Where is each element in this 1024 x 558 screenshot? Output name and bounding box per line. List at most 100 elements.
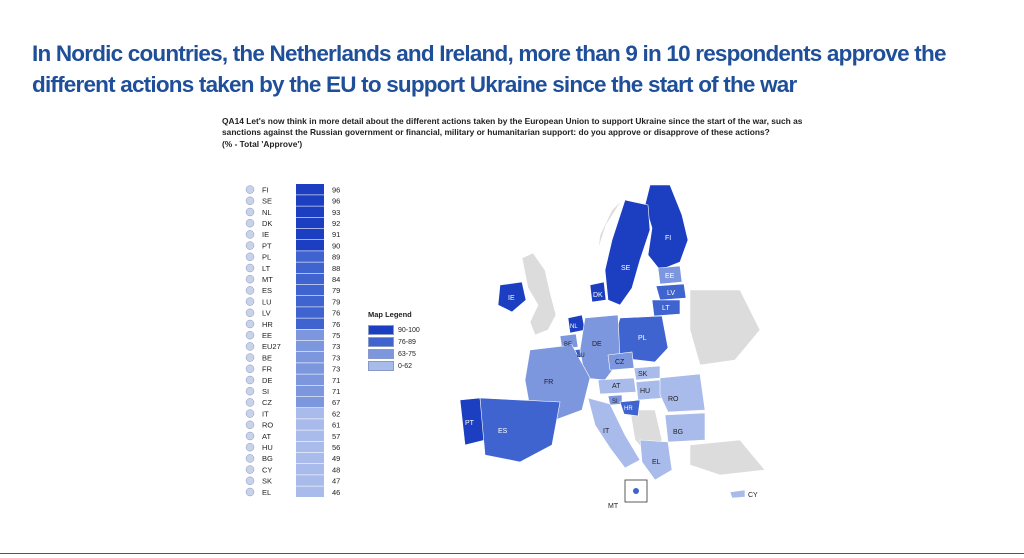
legend-swatch [368,337,394,347]
question-body: QA14 Let's now think in more detail abou… [222,116,803,138]
map-CY [729,489,746,499]
country-label: PT [262,241,272,250]
legend-swatch [368,349,394,359]
flag-icon [245,308,255,318]
map-label: DE [592,341,602,348]
value-label: 91 [332,230,340,239]
country-label: EE [262,331,272,340]
bar [296,352,324,363]
bar [296,318,324,329]
value-label: 79 [332,297,340,306]
value-label: 76 [332,320,340,329]
legend-title: Map Legend [368,310,412,319]
map-label: ES [498,428,508,435]
map-BE [559,333,579,350]
flag-icon [245,375,255,385]
legend-label: 63-75 [398,350,416,358]
flag-icon [245,330,255,340]
country-label: ES [262,286,272,295]
country-label: MT [262,275,273,284]
value-label: 73 [332,353,340,362]
bar [296,396,324,408]
value-label: 67 [332,398,340,407]
map-SE [604,199,651,306]
bar [296,217,324,229]
value-label: 84 [332,275,340,284]
flag-icon [245,431,255,441]
flag-icon [245,364,255,374]
flag-icon [245,274,255,284]
map-legend: Map Legend 90-100 76-89 63-75 0-62 [368,310,420,372]
map-label: SK [638,371,648,378]
map-label: SI [612,399,618,405]
bar [296,307,324,318]
bar [296,441,324,453]
country-label: LV [262,309,271,318]
legend-row: 76-89 [368,336,420,348]
flag-icon [245,297,255,306]
map-IE [497,281,527,313]
bar [296,340,324,352]
europe-map: FI SE EE LV LT IE DK PL NL BE LU DE CZ S… [459,184,766,510]
bar [296,419,324,430]
map-label: HR [624,406,633,412]
flag-icon [245,476,255,486]
country-label: LT [262,264,271,273]
value-label: 88 [332,264,340,273]
map-uk [521,252,557,336]
bar [296,486,324,497]
map-label: BE [564,342,572,348]
map-label: NL [570,324,578,330]
flag-icon [245,241,255,250]
value-label: 89 [332,253,340,262]
value-label: 76 [332,309,340,318]
map-ES [479,397,561,463]
flag-icon [245,196,255,206]
country-label: IE [262,230,269,239]
map-label: HU [640,388,650,395]
map-label: EE [665,273,675,280]
bar [296,184,324,195]
map-east [689,289,761,366]
flag-icon [245,207,255,217]
country-label: EL [262,488,271,497]
country-label: CZ [262,398,272,407]
map-label: FI [665,235,671,242]
map-turkey [689,439,766,476]
value-label: 73 [332,365,340,374]
bar [296,273,324,285]
map-label: LU [577,353,585,359]
legend-label: 76-89 [398,338,416,346]
country-label: AT [262,432,271,441]
map-label: LV [667,290,675,297]
map-label: RO [668,396,679,403]
map-LV [655,283,687,301]
approval-bar-chart: FI 96 SE 96 NL 93 DK 92 IE 91 PT 90 PL 89 LT 88 MT 84 ES 79… [245,184,340,497]
map-label: SE [621,265,631,272]
map-RO [659,373,706,413]
bar [296,329,324,341]
flag-icon [245,218,255,228]
country-label: EU27 [262,342,281,351]
bar [296,385,324,397]
bar [296,262,324,273]
map-HR [619,399,641,417]
legend-swatch [368,361,394,371]
map-DK [589,281,607,303]
flag-icon [245,230,255,239]
value-label: 47 [332,477,340,486]
value-label: 79 [332,286,340,295]
flag-icon [245,398,255,407]
value-label: 46 [332,488,340,497]
map-label: PT [465,420,475,427]
footer-divider [0,553,1024,554]
flag-icon [245,487,255,497]
country-label: RO [262,421,273,430]
country-label: SI [262,387,269,396]
bar [296,464,324,475]
flag-icon [245,342,255,351]
legend-row: 63-75 [368,348,420,360]
bar [296,206,324,217]
map-EL [639,439,673,481]
map-label: BG [673,429,683,436]
